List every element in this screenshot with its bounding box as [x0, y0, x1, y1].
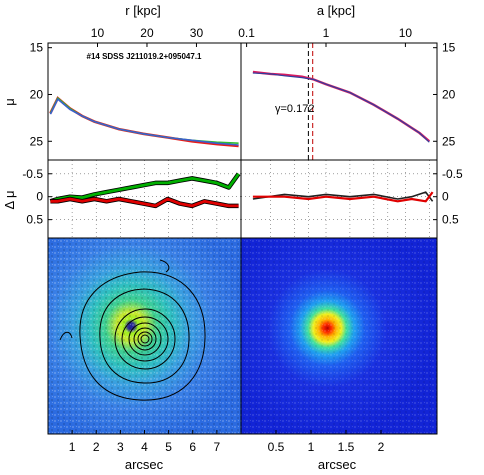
isophote-contours [59, 259, 206, 401]
y-tick-label: 15 [30, 41, 44, 55]
delta-mu-ylabel: Δ μ [2, 190, 17, 209]
series-line [49, 96, 239, 148]
panel-frame [240, 42, 438, 161]
series-line [49, 172, 240, 203]
x-tick-label: 4 [141, 440, 148, 454]
series-line [49, 97, 239, 146]
x-tick-label: 1 [69, 440, 76, 454]
series-line [252, 72, 430, 143]
image-panel-right [240, 237, 438, 435]
series-line [49, 96, 239, 144]
top-tick-label: 0.1 [238, 26, 255, 40]
x-tick-label: 2 [378, 440, 385, 454]
top-tick-label: 30 [190, 26, 204, 40]
image-right-xaxis: 0.5 1 1.5 2 [268, 430, 385, 454]
series-line [252, 191, 434, 203]
series-line [252, 191, 434, 202]
image-right-noise [241, 238, 437, 434]
y-tick-label: 0 [442, 190, 449, 204]
y-tick-label: 15 [442, 41, 456, 55]
top-left-xlabel: r [kpc] [125, 3, 160, 18]
y-tick-label: 25 [442, 134, 456, 148]
image-panel-left [47, 237, 242, 435]
x-tick-label: 6 [189, 440, 196, 454]
top-right-xlabel: a [kpc] [317, 3, 355, 18]
x-tick-label: 1.5 [338, 440, 355, 454]
top-tick-label: 20 [140, 26, 154, 40]
y-tick-label: 0.5 [26, 213, 43, 227]
profile-panel-right: 0.1 1 10 15 20 25 γ=0.172 [238, 26, 456, 161]
residual-panel-right: -0.5 0 0.5 [240, 159, 463, 239]
x-tick-label: 0.5 [268, 440, 285, 454]
y-tick-label: 25 [30, 134, 44, 148]
y-tick-label: 20 [30, 87, 44, 101]
image-left-noise [48, 238, 241, 434]
x-tick-label: 1 [308, 440, 315, 454]
top-tick-label: 10 [399, 26, 413, 40]
residual-panel-left: -0.5 0 0.5 [22, 159, 242, 239]
y-tick-label: 0.5 [442, 213, 459, 227]
top-tick-label: 10 [91, 26, 105, 40]
x-tick-label: 2 [93, 440, 100, 454]
chart-title: #14 SDSS J211019.2+095047.1 [87, 52, 203, 61]
x-tick-label: 3 [117, 440, 124, 454]
series-line [50, 197, 239, 208]
profile-panel-left: 10 20 30 15 20 25 #14 SDSS J211019.2+095047.1 [30, 26, 242, 161]
gamma-annotation: γ=0.172 [275, 103, 314, 115]
top-tick-label: 1 [323, 26, 330, 40]
x-tick-label: 5 [165, 440, 172, 454]
mu-ylabel: μ [2, 98, 17, 106]
y-tick-label: -0.5 [22, 167, 43, 181]
y-tick-label: -0.5 [442, 167, 463, 181]
image-left-xlabel: arcsec [125, 457, 164, 472]
image-left-xaxis: 1 2 3 4 5 6 7 [69, 430, 221, 454]
x-tick-label: 7 [214, 440, 221, 454]
image-right-xlabel: arcsec [318, 457, 357, 472]
y-tick-label: 20 [442, 87, 456, 101]
y-tick-label: 0 [36, 190, 43, 204]
